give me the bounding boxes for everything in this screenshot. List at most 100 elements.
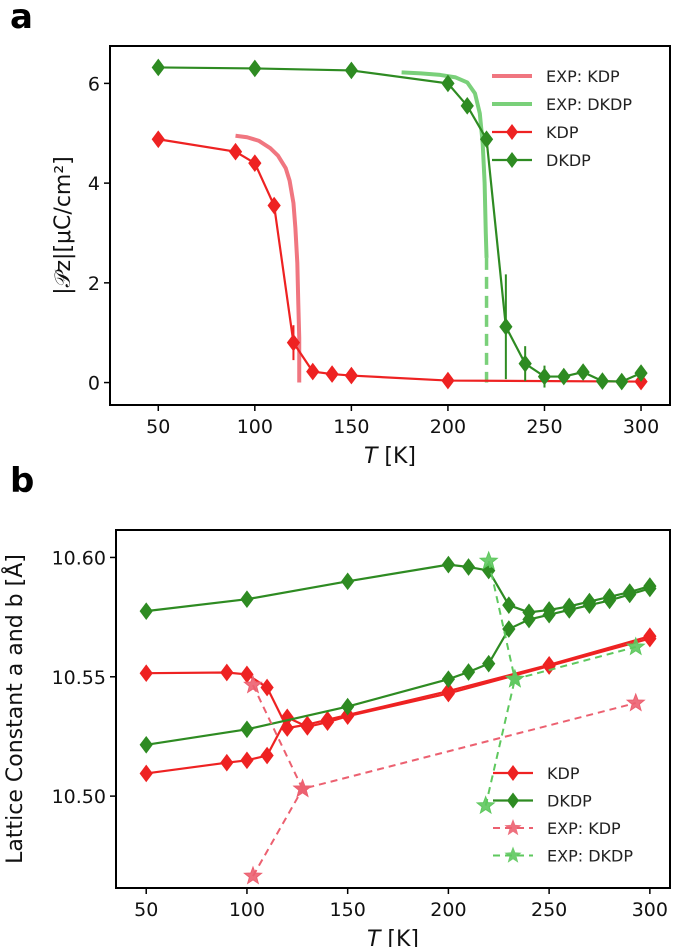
legend-marker [504,819,522,836]
y-tick-label: 10.60 [52,547,106,569]
x-tick-label: 100 [229,899,265,921]
legend-item-kdp: KDP [492,123,579,142]
data-point [518,354,532,373]
data-point [139,764,153,783]
legend-item-exp-dkdp: EXP: DKDP [493,846,633,866]
data-point [504,668,525,688]
y-tick-label: 4 [88,173,100,195]
data-point [562,601,576,619]
series-dkdp [151,58,648,391]
y-tick-label: 2 [88,273,100,295]
y-axis-title: |𝒫z|[μC/cm²] [51,156,76,295]
series-line-dashed [484,678,516,806]
x-tick-label: 300 [632,899,668,921]
series-line-dashed [252,788,304,877]
chart-panel-b: 50 100 150 200 250 300 10.50 10.55 10.60 T [K] Lat… [1,529,671,947]
data-point [341,697,355,716]
x-axis-units: [K] [380,927,419,947]
x-tick-label: 150 [333,416,369,438]
x-tick-label: 250 [531,899,567,921]
x-tick-label: 200 [430,899,466,921]
data-point [344,366,359,385]
data-point [306,362,320,381]
series-line [401,70,489,258]
data-point [461,558,476,576]
data-point [441,684,456,703]
series-line-dashed [252,684,636,791]
data-point [280,708,294,727]
data-point [499,317,513,336]
legend: KDP DKDP EXP: KDP EXP: DKDP [493,764,633,866]
data-point [582,596,597,615]
data-point [220,753,234,772]
chart-panel-a: 50 100 150 200 250 300 0 2 4 6 T [K] |𝒫z|[μC/cm²] EX… [51,45,671,469]
data-point [502,596,516,615]
data-point [643,629,657,648]
series-exp-kdp [235,133,302,383]
y-tick-label: 10.55 [52,667,106,689]
plot-frame [109,45,671,406]
plot-frame [115,529,671,889]
data-point [139,664,153,683]
data-point [151,58,165,77]
data-point [542,605,556,624]
series-kdp [139,627,657,783]
legend-label: EXP: KDP [547,819,621,838]
data-point [248,154,262,173]
x-tick-label: 100 [237,416,273,438]
x-tick-label: 50 [134,899,158,921]
data-point [625,636,646,656]
data-point [522,610,536,629]
series-exp-dkdp [475,550,646,815]
legend: EXP: KDP EXP: DKDP KDP DKDP [492,67,632,170]
data-point [595,372,610,390]
data-point [461,663,476,681]
legend-label: EXP: DKDP [547,847,633,866]
data-point [139,602,153,620]
data-point [248,59,262,78]
data-point [479,130,494,149]
legend-marker [506,152,518,168]
series-line [146,637,651,775]
legend-item-kdp: KDP [493,764,580,783]
data-point [240,751,254,770]
data-point [341,707,355,725]
data-point [325,365,339,383]
data-point [441,670,456,689]
legend-label: KDP [547,764,580,783]
data-point [341,572,355,591]
data-point [475,795,496,815]
data-point [557,367,571,386]
x-axis-variable: T [364,444,379,469]
data-point [260,746,274,765]
data-point [602,591,617,610]
data-point [643,579,657,598]
legend-label: EXP: KDP [546,67,620,86]
data-point [625,692,646,712]
series-exp-kdp [243,674,646,885]
series-line [158,66,642,383]
x-tick-label: 250 [526,416,562,438]
x-axis-title: T [K] [367,927,419,947]
data-point [537,367,552,386]
data-point [634,364,648,382]
x-axis-title: T [K] [364,444,416,469]
data-point [300,718,315,736]
x-tick-label: 300 [623,416,659,438]
data-point [243,674,263,694]
legend-marker [506,124,518,140]
legend-item-exp-dkdp: EXP: DKDP [492,95,632,114]
data-point [615,372,629,391]
legend-marker [507,765,519,781]
series-kdp [151,130,648,391]
legend-label: DKDP [546,151,591,170]
series-line [158,138,642,383]
data-point [441,74,455,93]
data-point [151,130,165,149]
data-point [240,590,254,609]
legend-item-dkdp: DKDP [493,792,592,811]
y-tick-label: 10.50 [52,786,106,808]
y-tick-label: 0 [88,373,100,395]
data-point [344,61,359,80]
